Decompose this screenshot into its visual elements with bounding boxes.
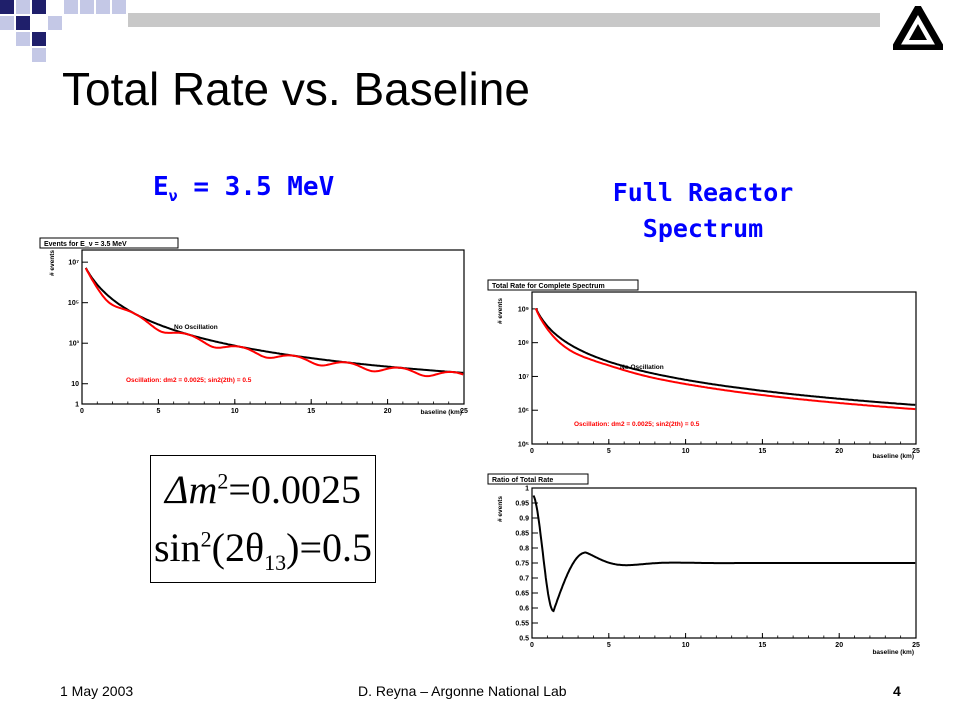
series-oscillation <box>84 267 464 378</box>
y-tick-label: 1 <box>525 486 529 493</box>
decor-square <box>96 0 110 14</box>
plot-title: Events for E_ν = 3.5 MeV <box>44 241 127 248</box>
x-tick-label: 5 <box>607 448 611 455</box>
decor-square <box>80 0 94 14</box>
decor-square <box>32 0 46 14</box>
footer-page-number: 4 <box>893 683 901 699</box>
x-axis-label: baseline (km) <box>420 409 462 416</box>
y-tick-label: 10⁷ <box>518 374 529 381</box>
y-tick-label: 0.5 <box>519 636 529 643</box>
decor-square <box>112 0 126 14</box>
plot-events-3p5mev: Events for E_ν = 3.5 MeV # events baseli… <box>36 236 468 422</box>
decor-square <box>32 32 46 46</box>
x-tick-label: 0 <box>80 408 84 415</box>
y-tick-label: 0.6 <box>519 606 529 613</box>
y-tick-label: 10⁶ <box>518 408 529 415</box>
plot-title-box <box>487 279 639 291</box>
x-tick-label: 10 <box>682 642 690 649</box>
decor-square <box>16 32 30 46</box>
plot-frame <box>531 291 917 445</box>
y-tick-label: 10⁵ <box>68 300 79 307</box>
x-tick-label: 0 <box>530 642 534 649</box>
decor-square <box>0 16 14 30</box>
y-tick-label: 1 <box>75 402 79 409</box>
y-tick-label: 10³ <box>69 341 80 348</box>
legend-no-oscillation: No Oscillation <box>620 364 664 371</box>
formula-dm2: Δm2=0.0025 <box>165 467 361 512</box>
plot-title: Total Rate for Complete Spectrum <box>492 283 605 290</box>
plot-frame <box>81 249 465 405</box>
legend-oscillation: Oscillation: dm2 = 0.0025; sin2(2th) = 0… <box>126 377 252 384</box>
y-tick-label: 10⁸ <box>518 340 529 347</box>
plot-total-rate-svg: Total Rate for Complete Spectrum # event… <box>484 278 924 464</box>
footer-author: D. Reyna – Argonne National Lab <box>358 683 567 699</box>
x-tick-label: 5 <box>156 408 160 415</box>
legend-oscillation: Oscillation: dm2 = 0.0025; sin2(2th) = 0… <box>574 421 700 428</box>
decor-square <box>16 16 30 30</box>
plot-ratio-total-rate: Ratio of Total Rate # events baseline (k… <box>484 470 924 660</box>
decor-square <box>32 48 46 62</box>
series-no-oscillation <box>534 307 916 406</box>
x-tick-label: 25 <box>460 408 468 415</box>
decor-square <box>16 0 30 14</box>
plot-ratio-total-rate-svg: Ratio of Total Rate # events baseline (k… <box>484 470 924 660</box>
y-tick-label: 0.65 <box>515 591 529 598</box>
decor-square <box>0 0 14 14</box>
y-axis-label: # events <box>497 496 504 522</box>
subtitle-right: Full Reactor Spectrum <box>588 175 818 247</box>
x-tick-label: 25 <box>912 642 920 649</box>
y-tick-label: 10⁵ <box>518 442 529 449</box>
x-axis-label: baseline (km) <box>872 649 914 656</box>
x-tick-label: 25 <box>912 448 920 455</box>
y-tick-label: 10⁷ <box>68 260 79 267</box>
subtitle-right-line2: Spectrum <box>642 214 764 243</box>
slide-title: Total Rate vs. Baseline <box>62 63 530 115</box>
decor-square <box>48 16 62 30</box>
y-tick-label: 0.8 <box>519 546 529 553</box>
x-tick-label: 10 <box>682 448 690 455</box>
y-tick-label: 10⁹ <box>518 306 529 313</box>
plot-title-box <box>39 237 179 249</box>
y-axis-label: # events <box>497 298 504 324</box>
legend-no-oscillation: No Oscillation <box>174 324 218 331</box>
plot-total-rate: Total Rate for Complete Spectrum # event… <box>484 278 924 464</box>
x-tick-label: 20 <box>835 448 843 455</box>
y-axis-label: # events <box>49 250 56 276</box>
x-tick-label: 0 <box>530 448 534 455</box>
y-tick-label: 0.7 <box>519 576 529 583</box>
decor-square <box>64 0 78 14</box>
plot-title: Ratio of Total Rate <box>492 477 553 484</box>
parameters-formula-box: Δm2=0.0025 sin2(2θ13)=0.5 <box>150 455 376 583</box>
y-tick-label: 0.9 <box>519 516 529 523</box>
x-axis-label: baseline (km) <box>872 453 914 460</box>
footer-date: 1 May 2003 <box>60 683 134 699</box>
series-ratio <box>532 495 916 613</box>
y-tick-label: 0.85 <box>515 531 529 538</box>
subtitle-left: Eν = 3.5 MeV <box>153 172 335 206</box>
x-tick-label: 20 <box>835 642 843 649</box>
x-tick-label: 15 <box>759 642 767 649</box>
x-tick-label: 15 <box>759 448 767 455</box>
formula-sin2: sin2(2θ13)=0.5 <box>153 525 373 575</box>
y-tick-label: 0.75 <box>515 561 529 568</box>
argonne-logo <box>891 4 945 55</box>
x-tick-label: 20 <box>384 408 392 415</box>
title-rule <box>128 13 880 27</box>
plot-events-3p5mev-svg: Events for E_ν = 3.5 MeV # events baseli… <box>36 236 468 422</box>
x-tick-label: 15 <box>307 408 315 415</box>
x-tick-label: 5 <box>607 642 611 649</box>
x-tick-label: 10 <box>231 408 239 415</box>
y-tick-label: 10 <box>71 381 79 388</box>
y-tick-label: 0.55 <box>515 621 529 628</box>
y-tick-label: 0.95 <box>515 501 529 508</box>
plot-title-box <box>487 473 589 485</box>
argonne-logo-icon <box>891 4 945 52</box>
subtitle-right-line1: Full Reactor <box>612 178 794 207</box>
series-oscillation <box>534 308 916 411</box>
